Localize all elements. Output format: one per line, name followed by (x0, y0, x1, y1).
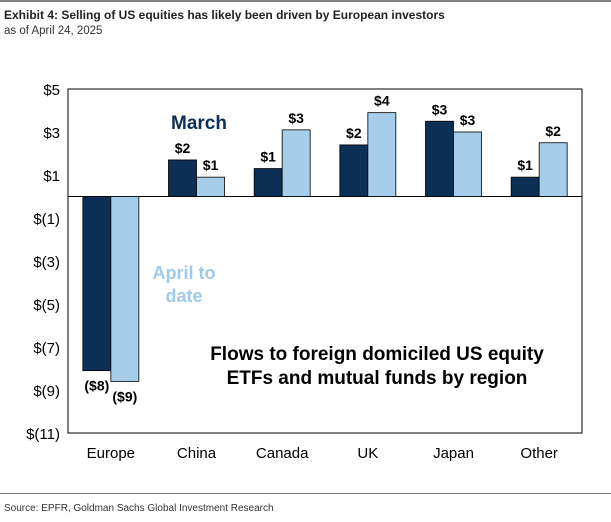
march-bar (425, 120, 454, 197)
data-label: $3 (460, 112, 476, 128)
legend-label-april: April to (153, 263, 216, 283)
top-rule (0, 0, 611, 2)
exhibit-title: Exhibit 4: Selling of US equities has li… (4, 8, 445, 22)
data-label: ($8) (84, 378, 109, 394)
x-tick-label: Other (520, 445, 558, 462)
bottom-rule (0, 493, 611, 494)
data-label: $1 (203, 157, 219, 173)
april-bar (110, 196, 140, 382)
march-bar (253, 168, 283, 197)
y-tick-label: $(5) (33, 297, 60, 314)
y-tick-label: $(1) (33, 211, 60, 228)
plot-frame (67, 88, 583, 434)
exhibit-subtitle: as of April 24, 2025 (4, 25, 103, 37)
y-tick-label: $(11) (26, 426, 60, 443)
y-tick-label: $1 (43, 168, 60, 185)
april-bar (196, 176, 225, 197)
data-label: $4 (374, 93, 390, 109)
data-label: $2 (175, 140, 191, 156)
x-tick-label: Canada (256, 445, 309, 462)
source-note: Source: EPFR, Goldman Sachs Global Inves… (4, 503, 274, 514)
chart-annotation-title: Flows to foreign domiciled US equity (210, 344, 544, 365)
april-bar (367, 112, 397, 197)
legend-label-april: date (165, 286, 202, 306)
march-bar (82, 196, 112, 372)
data-label: $2 (545, 123, 561, 139)
data-label: ($9) (112, 388, 137, 404)
april-bar (281, 129, 311, 197)
april-bar (453, 131, 482, 197)
data-label: $2 (346, 125, 362, 141)
y-tick-label: $(3) (33, 254, 60, 271)
data-label: $3 (432, 101, 448, 117)
april-bar (538, 142, 568, 197)
chart-annotation-title: ETFs and mutual funds by region (227, 368, 528, 389)
march-bar (510, 176, 540, 197)
legend-label-march: March (171, 113, 227, 134)
x-tick-label: Japan (433, 445, 474, 462)
march-bar (168, 159, 197, 197)
x-tick-label: China (177, 445, 217, 462)
data-label: $3 (288, 110, 304, 126)
x-tick-label: Europe (87, 445, 135, 462)
y-tick-label: $(9) (33, 383, 60, 400)
data-label: $1 (260, 149, 276, 165)
march-bar (339, 144, 369, 197)
x-tick-label: UK (357, 445, 378, 462)
y-tick-label: $(7) (33, 340, 60, 357)
bar-chart: $5 $3 $1 $(1) $(3) $(5) $(7) $(9) $(11) Europe ($8… (26, 82, 583, 462)
y-tick-label: $3 (43, 125, 60, 142)
data-label: $1 (517, 157, 533, 173)
y-tick-label: $5 (43, 82, 60, 99)
